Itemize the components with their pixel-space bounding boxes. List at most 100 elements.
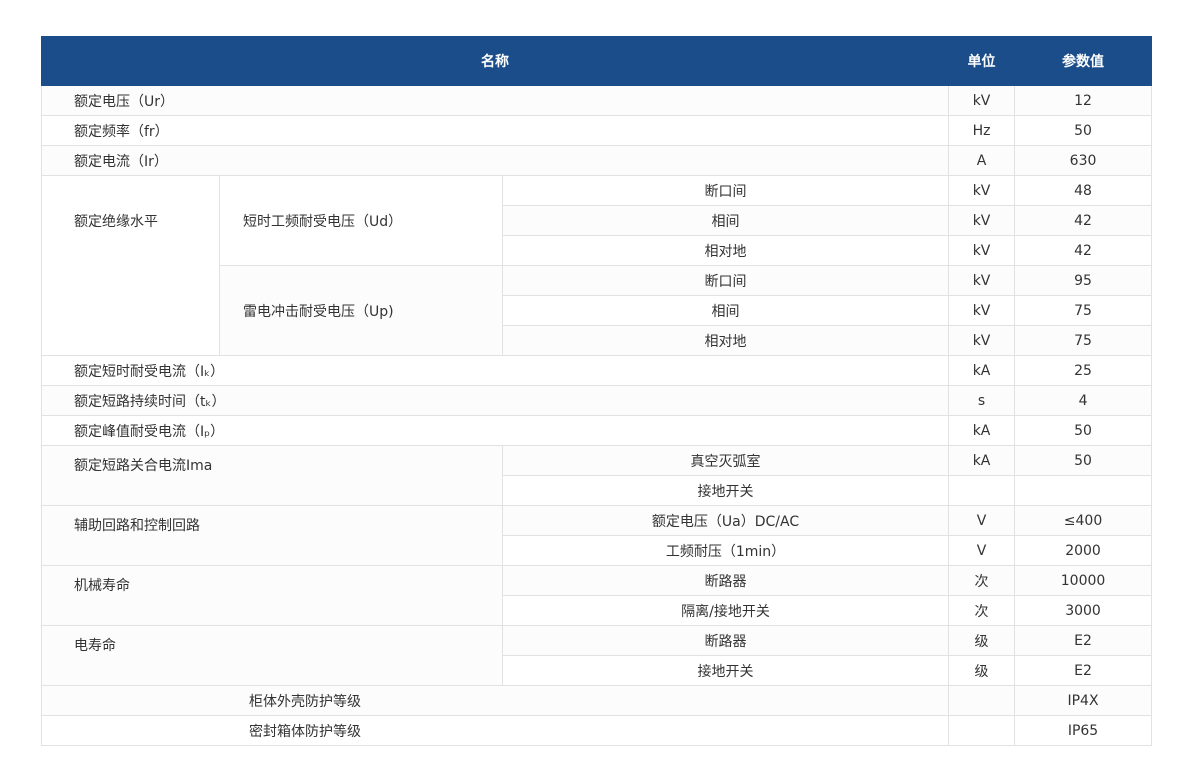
table-row: 接地开关级 E2	[42, 655, 1153, 686]
table-row: 额定短路持续时间（tₖ） s 4	[40, 385, 1153, 416]
table-cell	[948, 475, 1016, 506]
table-cell: 额定峰值耐受电流（Iₚ）	[40, 415, 950, 446]
table-cell: 50	[1014, 115, 1153, 146]
table-row: 辅助回路和控制回路 额定电压（Ua）DC/AC V ≤400	[41, 505, 1153, 566]
table-row: 额定频率（fr） Hz 50	[40, 115, 1153, 146]
table-cell: 2000	[1014, 535, 1153, 566]
table-cell: 额定绝缘水平	[41, 175, 220, 356]
table-cell: 次	[948, 595, 1016, 626]
header-name: 名称	[40, 36, 950, 86]
table-cell: kA	[948, 445, 1016, 476]
table-header: 名称 单位 参数值	[40, 36, 1153, 86]
table-row: 额定电流（Ir） A 630	[40, 145, 1153, 176]
table-cell: 额定短路持续时间（tₖ）	[40, 385, 950, 416]
table-cell: kV	[948, 295, 1016, 326]
table-row: 雷电冲击耐受电压（Up) 断口间 kV 95	[42, 265, 1153, 356]
table-cell: 额定频率（fr）	[40, 115, 950, 146]
table-body: 额定电压（Ur） kV 12 额定频率（fr） Hz 50 额定电流（Ir） A 630 额定绝缘…	[40, 85, 1153, 746]
table-cell: 级	[948, 655, 1016, 686]
table-row: 相间 kV 75	[42, 295, 1153, 326]
table-row: 额定短路关合电流Ima 真空灭弧室 kA 50	[41, 445, 1153, 506]
table-cell: 级	[948, 625, 1016, 656]
table-cell: 3000	[1014, 595, 1153, 626]
table-cell	[948, 685, 1016, 716]
table-cell: s	[948, 385, 1016, 416]
table-cell: 断路器	[501, 625, 950, 656]
table-cell: A	[948, 145, 1016, 176]
table-cell: 额定电流（Ir）	[40, 145, 950, 176]
table-cell: kA	[948, 355, 1016, 386]
table-cell: 机械寿命	[41, 565, 503, 626]
table-row: 额定电压（Ur） kV 12	[40, 85, 1153, 116]
table-cell: 辅助回路和控制回路	[41, 505, 503, 566]
table-cell: V	[948, 505, 1016, 536]
table-cell: 密封箱体防护等级	[40, 715, 950, 746]
table-cell: 25	[1014, 355, 1153, 386]
table-row: 隔离/接地开关次 3000	[42, 595, 1153, 626]
table-cell: 42	[1014, 235, 1153, 266]
table-cell: 柜体外壳防护等级	[40, 685, 950, 716]
table-cell: 额定短时耐受电流（Iₖ）	[40, 355, 950, 386]
table-row: 相对地 kV 42	[42, 235, 1153, 266]
table-cell: V	[948, 535, 1016, 566]
table-row: 额定峰值耐受电流（Iₚ） kA 50	[40, 415, 1153, 446]
table-cell: 75	[1014, 325, 1153, 356]
table-cell: 额定电压（Ur）	[40, 85, 950, 116]
table-cell: 42	[1014, 205, 1153, 236]
table-cell: 相对地	[501, 235, 950, 266]
table-cell: 相间	[501, 205, 950, 236]
table-cell: 工频耐压（1min）	[501, 535, 950, 566]
table-cell: 隔离/接地开关	[501, 595, 950, 626]
table-cell: 接地开关	[501, 475, 950, 506]
table-cell: 12	[1014, 85, 1153, 116]
table-cell: kV	[948, 265, 1016, 296]
table-cell: 相对地	[501, 325, 950, 356]
table-cell: 相间	[501, 295, 950, 326]
table-cell: kV	[948, 85, 1016, 116]
header-unit: 单位	[948, 36, 1016, 86]
table-cell: 额定电压（Ua）DC/AC	[501, 505, 950, 536]
table-cell: 断口间	[501, 175, 950, 206]
header-value: 参数值	[1014, 36, 1153, 86]
table-row: 柜体外壳防护等级 IP4X	[40, 685, 1153, 716]
table-row: 额定短时耐受电流（Iₖ） kA 25	[40, 355, 1153, 386]
table-cell: 短时工频耐受电压（Ud）	[219, 175, 503, 266]
table-cell: IP65	[1014, 715, 1153, 746]
table-cell: E2	[1014, 625, 1153, 656]
parameter-table: 名称 单位 参数值 额定电压（Ur） kV 12 额定频率（fr） Hz 50 额定电流（I…	[40, 36, 1153, 746]
table-cell: kV	[948, 205, 1016, 236]
table-cell: Hz	[948, 115, 1016, 146]
table-cell: 50	[1014, 415, 1153, 446]
table-cell: 雷电冲击耐受电压（Up)	[219, 265, 503, 356]
table-cell: ≤400	[1014, 505, 1153, 536]
table-cell: 50	[1014, 445, 1153, 476]
table-cell: 10000	[1014, 565, 1153, 596]
table-cell: 48	[1014, 175, 1153, 206]
table-row: 密封箱体防护等级 IP65	[40, 715, 1153, 746]
table-cell: 接地开关	[501, 655, 950, 686]
table-cell: 真空灭弧室	[501, 445, 950, 476]
table-cell: 630	[1014, 145, 1153, 176]
table-cell: 断口间	[501, 265, 950, 296]
table-row: 电寿命 断路器级 E2	[41, 625, 1153, 686]
table-cell: E2	[1014, 655, 1153, 686]
table-cell: 4	[1014, 385, 1153, 416]
table-cell: 断路器	[501, 565, 950, 596]
table-cell: kV	[948, 235, 1016, 266]
table-row: 机械寿命 断路器次 10000	[41, 565, 1153, 626]
table-row: 额定绝缘水平 短时工频耐受电压（Ud） 断口间 kV 48	[41, 175, 1153, 356]
table-cell: IP4X	[1014, 685, 1153, 716]
table-cell: 次	[948, 565, 1016, 596]
table-row: 相对地 kV 75	[42, 325, 1153, 356]
table-cell: kA	[948, 415, 1016, 446]
table-row: 工频耐压（1min） V 2000	[42, 535, 1153, 566]
table-cell: kV	[948, 325, 1016, 356]
table-cell	[1014, 475, 1153, 506]
table-cell	[948, 715, 1016, 746]
table-cell: 95	[1014, 265, 1153, 296]
table-row: 相间 kV 42	[42, 205, 1153, 236]
table-cell: 额定短路关合电流Ima	[41, 445, 503, 506]
table-cell: kV	[948, 175, 1016, 206]
table-cell: 75	[1014, 295, 1153, 326]
table-cell: 电寿命	[41, 625, 503, 686]
